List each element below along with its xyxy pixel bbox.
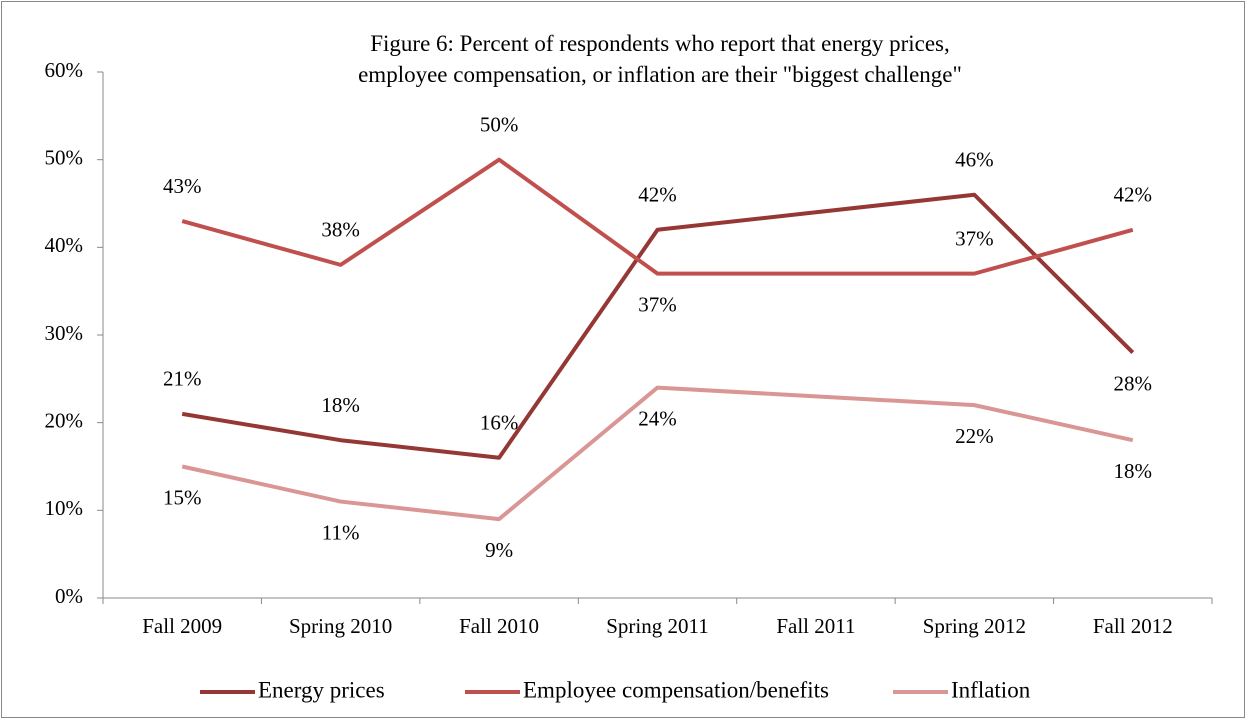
data-label: 50% bbox=[480, 112, 519, 136]
y-tick-label: 60% bbox=[45, 58, 84, 82]
series-line bbox=[181, 157, 1134, 276]
data-label: 16% bbox=[480, 411, 519, 435]
y-tick-label: 20% bbox=[45, 408, 84, 432]
data-label: 18% bbox=[1114, 459, 1153, 483]
series-line bbox=[181, 192, 1135, 460]
x-tick-label: Fall 2010 bbox=[459, 614, 539, 638]
x-tick-label: Fall 2009 bbox=[142, 614, 222, 638]
x-tick-label: Spring 2011 bbox=[606, 614, 708, 638]
y-tick-label: 0% bbox=[55, 584, 83, 608]
y-tick-label: 50% bbox=[45, 145, 84, 169]
data-label: 43% bbox=[163, 174, 202, 198]
data-label: 21% bbox=[163, 367, 202, 391]
y-tick-label: 30% bbox=[45, 321, 84, 345]
legend-label: Inflation bbox=[951, 677, 1031, 702]
y-tick-label: 10% bbox=[45, 496, 84, 520]
data-label: 18% bbox=[321, 393, 360, 417]
data-label: 15% bbox=[163, 485, 202, 509]
x-tick-label: Spring 2012 bbox=[923, 614, 1026, 638]
chart-title: Figure 6: Percent of respondents who rep… bbox=[358, 31, 962, 87]
data-label: 11% bbox=[322, 520, 360, 544]
data-label: 37% bbox=[638, 292, 677, 316]
data-label: 28% bbox=[1114, 371, 1153, 395]
legend-label: Energy prices bbox=[258, 677, 385, 702]
y-tick-label: 40% bbox=[45, 233, 84, 257]
data-label: 9% bbox=[485, 538, 513, 562]
data-label: 24% bbox=[638, 406, 677, 430]
data-label: 42% bbox=[638, 183, 677, 207]
data-label: 46% bbox=[955, 148, 994, 172]
x-tick-label: Spring 2010 bbox=[289, 614, 392, 638]
x-tick-label: Fall 2012 bbox=[1093, 614, 1173, 638]
data-label: 22% bbox=[955, 424, 994, 448]
data-label: 38% bbox=[321, 218, 360, 242]
data-label: 42% bbox=[1114, 183, 1153, 207]
x-tick-label: Fall 2011 bbox=[776, 614, 855, 638]
legend-label: Employee compensation/benefits bbox=[523, 677, 829, 702]
series-line bbox=[181, 385, 1134, 522]
data-label: 37% bbox=[955, 226, 994, 250]
